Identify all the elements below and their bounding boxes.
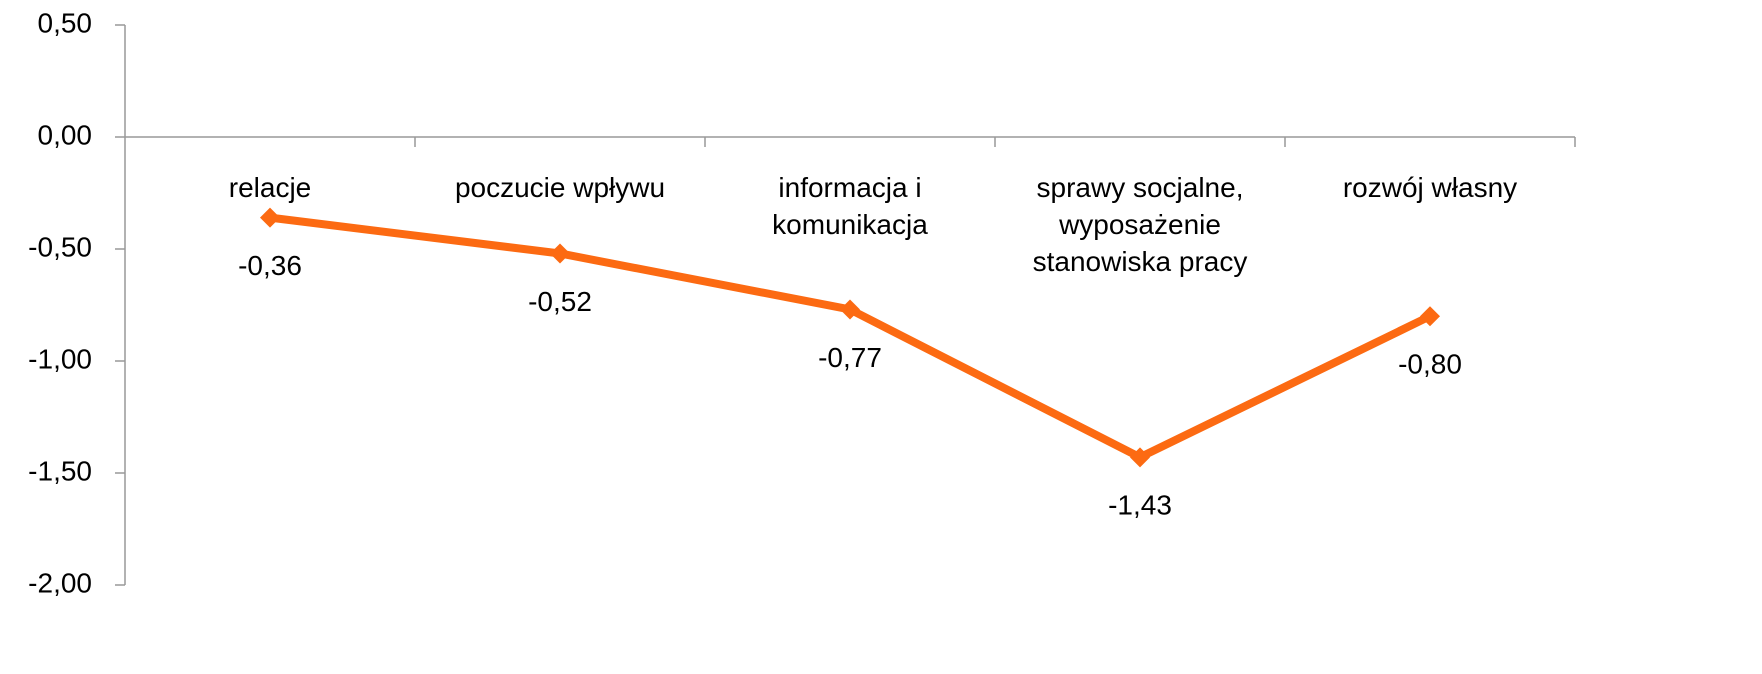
data-label: -1,43 bbox=[1108, 490, 1172, 521]
y-tick-label: -1,50 bbox=[28, 455, 92, 486]
y-tick-label: -0,50 bbox=[28, 231, 92, 262]
marker bbox=[1420, 306, 1440, 327]
marker bbox=[550, 243, 570, 264]
data-label: -0,52 bbox=[528, 286, 592, 317]
y-tick-label: -1,00 bbox=[28, 343, 92, 374]
marker bbox=[840, 299, 860, 320]
marker bbox=[260, 207, 280, 228]
x-tick-label: poczucie wpływu bbox=[454, 172, 666, 203]
data-label: -0,36 bbox=[238, 250, 302, 281]
marker bbox=[1130, 447, 1150, 468]
x-tick-label: rozwój własny bbox=[1342, 172, 1518, 203]
x-tick-label: informacja i komunikacja bbox=[772, 172, 928, 240]
x-tick-label: sprawy socjalne, wyposażenie stanowiska … bbox=[1032, 172, 1248, 277]
data-label: -0,77 bbox=[818, 342, 882, 373]
data-label: -0,80 bbox=[1398, 349, 1462, 380]
y-tick-label: -2,00 bbox=[28, 567, 92, 598]
y-tick-label: 0,50 bbox=[38, 7, 93, 38]
x-tick-label: relacje bbox=[228, 172, 312, 203]
y-tick-label: 0,00 bbox=[38, 119, 93, 150]
